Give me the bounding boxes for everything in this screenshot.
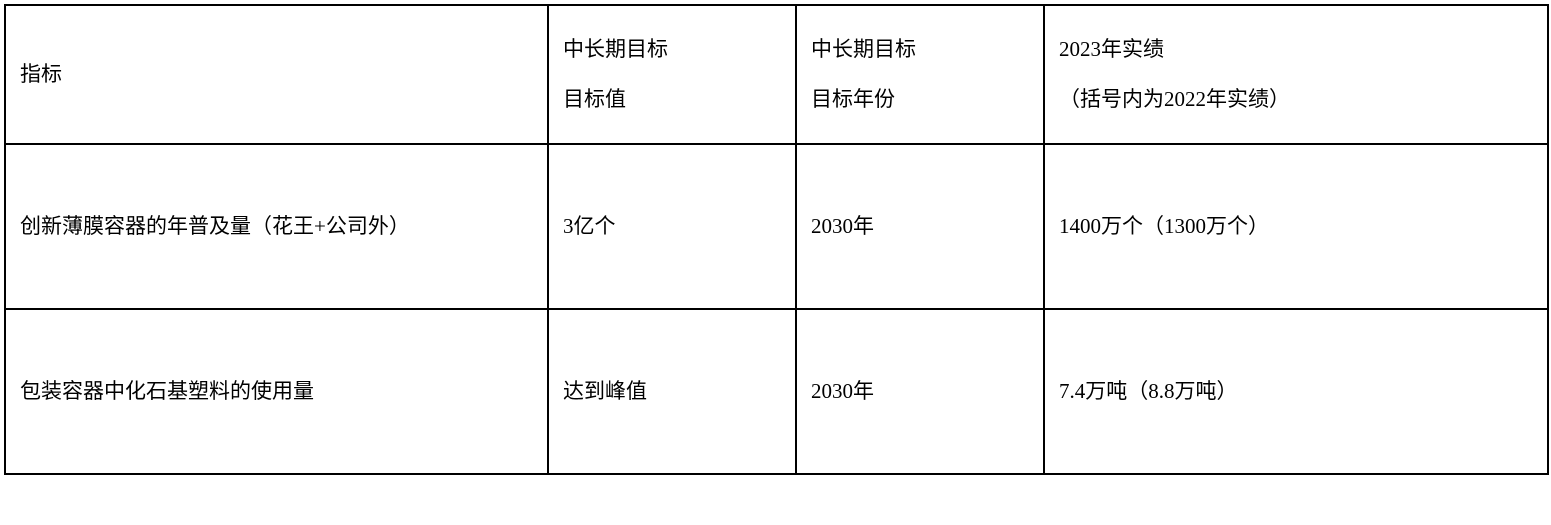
cell-indicator: 创新薄膜容器的年普及量（花王+公司外） <box>5 144 548 309</box>
cell-target-value: 3亿个 <box>548 144 796 309</box>
header-indicator: 指标 <box>5 5 548 144</box>
cell-target-year: 2030年 <box>796 144 1044 309</box>
header-target-year: 中长期目标 目标年份 <box>796 5 1044 144</box>
header-result: 2023年实绩 （括号内为2022年实绩） <box>1044 5 1548 144</box>
cell-indicator: 包装容器中化石基塑料的使用量 <box>5 309 548 474</box>
cell-target-value: 达到峰值 <box>548 309 796 474</box>
table-row: 包装容器中化石基塑料的使用量 达到峰值 2030年 7.4万吨（8.8万吨） <box>5 309 1548 474</box>
cell-result: 7.4万吨（8.8万吨） <box>1044 309 1548 474</box>
header-target-year-line1: 中长期目标 <box>811 37 916 61</box>
table-row: 创新薄膜容器的年普及量（花王+公司外） 3亿个 2030年 1400万个（130… <box>5 144 1548 309</box>
header-result-line2: （括号内为2022年实绩） <box>1059 87 1290 111</box>
header-result-line1: 2023年实绩 <box>1059 37 1164 61</box>
table-header-row: 指标 中长期目标 目标值 中长期目标 目标年份 2023年实绩 （括号内为202… <box>5 5 1548 144</box>
header-indicator-label: 指标 <box>20 62 62 86</box>
header-target-value-line1: 中长期目标 <box>563 37 668 61</box>
header-target-value-line2: 目标值 <box>563 87 626 111</box>
header-target-year-line2: 目标年份 <box>811 87 895 111</box>
cell-target-year: 2030年 <box>796 309 1044 474</box>
cell-result: 1400万个（1300万个） <box>1044 144 1548 309</box>
header-target-value: 中长期目标 目标值 <box>548 5 796 144</box>
targets-table: 指标 中长期目标 目标值 中长期目标 目标年份 2023年实绩 （括号内为202… <box>4 4 1549 475</box>
